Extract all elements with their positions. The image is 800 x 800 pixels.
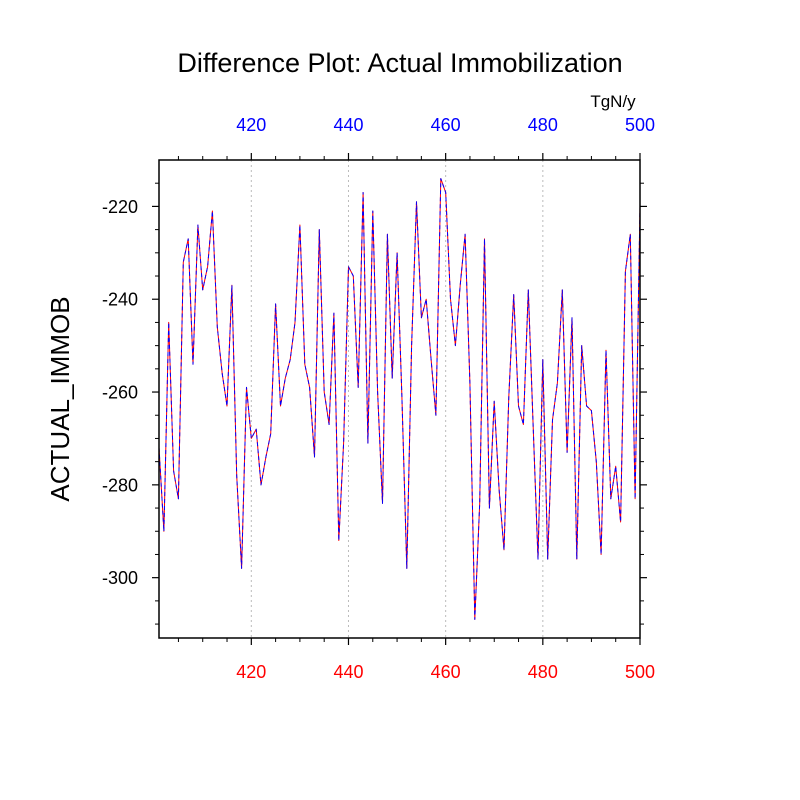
x-tick-label-bottom: 420 xyxy=(236,662,266,682)
tick-labels: 420 420 440 440 460 460 480 480 500 500 -220 -240 -2… xyxy=(102,115,655,682)
x-tick-label-top: 460 xyxy=(431,115,461,135)
x-tick-label-bottom: 480 xyxy=(528,662,558,682)
series-line-1 xyxy=(158,178,641,620)
x-tick-label-top: 420 xyxy=(236,115,266,135)
plot-frame xyxy=(158,159,641,639)
y-axis-label: ACTUAL_IMMOB xyxy=(45,296,75,501)
y-tick-label: -280 xyxy=(102,475,138,495)
series-line-2 xyxy=(158,178,641,620)
y-tick-label: -260 xyxy=(102,383,138,403)
y-tick-label: -220 xyxy=(102,197,138,217)
x-tick-label-top: 500 xyxy=(625,115,655,135)
series-group xyxy=(158,178,641,620)
units-label: TgN/y xyxy=(590,92,636,111)
y-tick-label: -300 xyxy=(102,568,138,588)
chart-title: Difference Plot: Actual Immobilization xyxy=(177,48,622,78)
axis-ticks xyxy=(152,153,647,645)
x-tick-label-bottom: 440 xyxy=(333,662,363,682)
x-tick-label-bottom: 460 xyxy=(431,662,461,682)
y-tick-label: -240 xyxy=(102,290,138,310)
x-tick-label-top: 480 xyxy=(528,115,558,135)
x-tick-label-top: 440 xyxy=(333,115,363,135)
gridlines xyxy=(250,160,544,638)
x-tick-label-bottom: 500 xyxy=(625,662,655,682)
